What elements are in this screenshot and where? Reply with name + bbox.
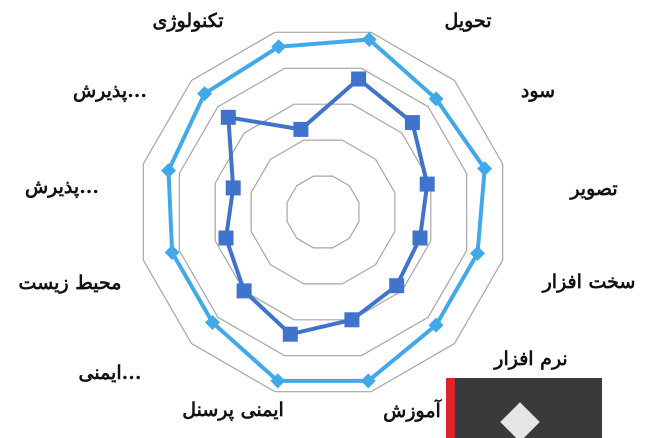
axis-label-paziresh-2: پذیرش... [73,80,147,102]
series-2-point-6 [344,312,360,328]
series-1-point-4 [470,245,486,261]
series-1-point-3 [477,161,493,177]
series-2-point-12 [293,121,309,137]
series-2 [218,71,435,342]
axis-label-imeni: ایمنی... [79,362,142,384]
series-2-point-1 [351,71,367,87]
series-2-point-3 [419,176,435,192]
series-2-point-11 [220,109,236,125]
axis-label-tahvil: تحویل [444,10,491,32]
axis-label-tasvir: تصویر [568,178,617,200]
series-2-point-5 [389,278,405,294]
axis-label-technology: تکنولوژی [153,10,224,32]
thumbnail-badge-icon [500,402,540,438]
series-2-point-8 [236,283,252,299]
series-1-point-11 [197,86,213,102]
series-1-point-10 [160,163,176,179]
series-1-point-1 [361,32,377,48]
grid-ring-5 [142,31,504,393]
series-1-point-2 [428,91,444,107]
series-1-point-5 [428,317,444,333]
axis-label-imeni-personel: ایمنی پرسنل [182,399,284,421]
axis-label-sakht-afzar: سخت افزار [541,271,636,293]
series-2-point-10 [225,180,241,196]
overlay-thumbnail [446,378,602,438]
series-1 [160,32,493,389]
series-1-point-9 [164,244,180,260]
series-2-point-4 [412,230,428,246]
series-2-point-9 [218,230,234,246]
series-2-line [224,77,430,337]
axis-label-amoozesh: آموزش [383,398,442,422]
series-2-point-7 [282,326,298,342]
radar-series [160,32,493,389]
axis-label-paziresh-1: پذیرش... [25,176,99,198]
grid-ring-1 [286,175,360,249]
axis-label-narm-afzar: نرم افزار [492,348,567,370]
grid-ring-4 [178,67,468,357]
axis-label-sood: سود [521,80,555,102]
axis-labels: تحویل سود تصویر سخت افزار نرم افزار آموز… [19,10,636,422]
axis-label-mohit-zist: محیط زیست [19,272,122,294]
radar-grid [142,31,504,393]
grid-ring-2 [250,139,396,285]
series-1-point-8 [205,314,221,330]
series-1-point-12 [271,39,287,55]
series-2-point-2 [404,115,420,131]
thumbnail-red-edge [446,378,455,438]
series-1-point-7 [270,373,286,389]
series-1-point-6 [360,373,376,389]
